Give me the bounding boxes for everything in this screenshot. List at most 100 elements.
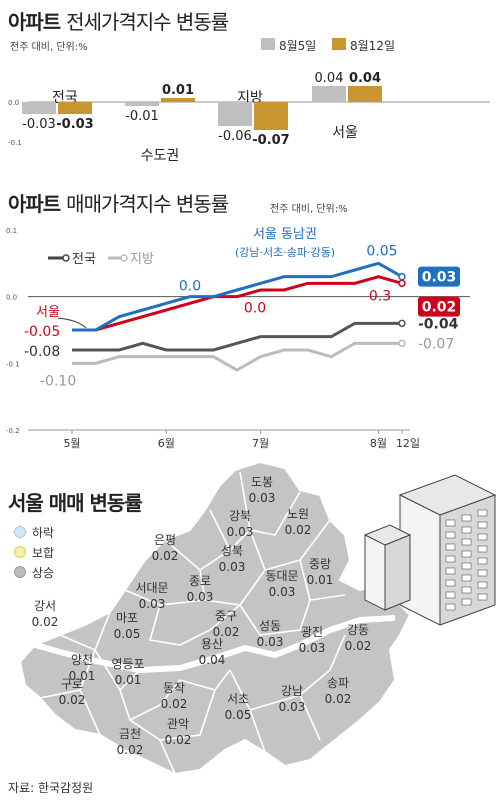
building-window [445,567,456,575]
bar-0-3 [312,86,346,102]
map-title: 서울 매매 변동률 [8,491,143,515]
legend-dot-national [62,254,70,262]
building-window [461,598,472,606]
legend-item-fall: 하락 [14,522,54,542]
bar-1-0 [58,102,92,114]
district-value: 0.05 [114,627,141,641]
district-name: 관악 [167,717,189,731]
bar-chart-title: 아파트 전세가격지수 변동률 [8,6,229,35]
bar-value-label: 0.04 [315,71,344,86]
line-y-tick: 0.1 [6,227,17,235]
line-x-tick: 7월 [252,437,269,450]
line-x-tick: 12일 [396,436,420,450]
district-name: 용산 [201,637,223,651]
series-end-point [398,272,406,281]
building-window [445,555,456,563]
annotation-dongnam-zero: 0.0 [179,279,201,295]
line-y-tick: -0.1 [6,360,20,368]
bar-value-label: -0.03 [56,117,93,132]
annotation-seoul-peak: 0.3 [369,289,391,305]
district-name: 강서 [34,599,56,613]
source-text: 자료: 한국감정원 [8,781,94,795]
end-label-local: -0.07 [418,336,454,352]
district-value: 0.01 [307,573,334,587]
dongnam-callout-label: 서울 동남권 [253,227,317,242]
legend-label-aug5: 8월5일 [279,39,317,53]
district-value: 0.02 [59,693,86,707]
district-name: 동작 [163,681,185,695]
seoul-callout-arrow [57,317,87,329]
seoul-callout-label: 서울 [36,305,60,320]
end-label-seoul: 0.02 [422,300,457,316]
building-window [461,586,472,594]
end-badge-dongnam [418,266,460,287]
district-name: 은평 [154,533,176,547]
district-name: 강남 [281,684,303,698]
district-name: 서대문 [135,581,168,595]
district-value: 0.02 [213,625,240,639]
district-name: 도봉 [251,475,273,489]
building-window [477,521,488,529]
bar-1-3 [348,86,382,102]
district-name: 성북 [221,544,243,558]
legend-item-rise: 상승 [14,562,54,582]
bar-0-1 [125,102,159,106]
district-value: 0.03 [269,585,296,599]
district-name: 성동 [259,619,281,633]
building-window [461,574,472,582]
title-bold: 아파트 [8,10,61,34]
line-chart-svg: 0.1 0.0 -0.1 -0.2 5월 6월 7월 8월 12일 0.03 0.02-0.04 -0… [6,227,470,450]
district-name: 동대문 [265,569,298,583]
building-window [461,538,472,546]
annotation-national-start: -0.08 [24,344,60,360]
legend-dot-rise [14,566,26,578]
building-illustration [363,474,497,626]
bar-value-label: 0.04 [349,71,381,86]
district-value: 0.01 [115,673,142,687]
district-value: 0.02 [325,692,352,706]
series-line-0 [72,261,403,332]
bar-category-label: 수도권 [141,148,180,164]
district-name: 노원 [287,507,309,521]
building-window [477,545,488,553]
bar-unit: 전주 대비, 단위:% [10,42,88,53]
line-y-tick: -0.2 [6,427,20,435]
end-badge-seoul [418,296,460,317]
line-y-tick: 0.0 [6,294,17,302]
district-name: 송파 [327,676,349,690]
legend-dot-fall [14,526,26,538]
line-x-tick: 5월 [63,437,80,450]
line-chart-title: 아파트 매매가격지수 변동률 [8,188,229,217]
line-x-tick: 8월 [370,437,387,450]
building-window [477,533,488,541]
district-name: 중구 [215,609,237,623]
district-value: 0.04 [199,653,226,667]
bar-value-label: -0.07 [252,133,289,148]
district-value: 0.03 [139,597,166,611]
building-window [461,562,472,570]
title-bold: 아파트 [8,192,61,216]
legend-label-aug12: 8월12일 [350,39,395,53]
series-line-3 [72,341,402,372]
district-value: 0.02 [32,615,59,629]
district-value: 0.05 [225,708,252,722]
end-label-national: -0.04 [418,316,459,332]
building-window [477,581,488,589]
line-unit: 전주 대비, 단위:% [270,204,348,215]
seoul-map-svg: 도봉 0.03 강북 0.03 노원 0.02 은평 0.02 성북 0.03 중랑 0.01 종로 0.… [17,460,412,776]
legend-label-rise: 상승 [32,565,55,580]
bar-value-label: -0.01 [125,109,159,124]
series-end-point [398,319,406,328]
district-value: 0.03 [249,491,276,505]
series-end-point [398,279,406,288]
bar-value-label: -0.03 [22,117,56,132]
legend-label-national: 전국 [72,252,96,267]
series-line-1 [72,275,403,332]
district-name: 금천 [119,726,141,741]
line-x-tick: 6월 [158,437,175,450]
district-value: 0.03 [279,700,306,714]
building-window [477,557,488,565]
bar-1-2 [254,102,288,130]
district-value: 0.02 [161,697,188,711]
